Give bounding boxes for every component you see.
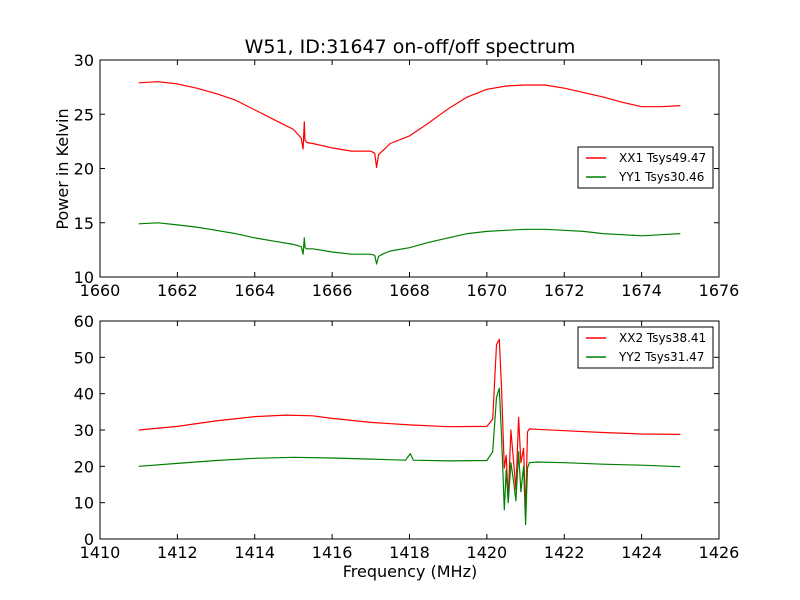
x-tick-label: 1410 [80, 543, 121, 562]
y-tick-label: 50 [74, 348, 94, 367]
x-tick-label: 1670 [467, 281, 508, 300]
legend-entry: XX1 Tsys49.47 [619, 151, 706, 165]
chart-title: W51, ID:31647 on-off/off spectrum [245, 36, 576, 58]
y-tick-label: 15 [74, 214, 94, 233]
legend-plot1: XX1 Tsys49.47 YY1 Tsys30.46 [577, 146, 714, 189]
x-tick-label: 1416 [312, 543, 353, 562]
x-tick-label: 1676 [699, 281, 740, 300]
legend-box [577, 326, 714, 369]
series-line-yy-plot2 [138, 387, 681, 526]
x-axis-label: Frequency (MHz) [343, 562, 477, 581]
x-tick-label: 1674 [621, 281, 662, 300]
legend-entry: YY2 Tsys31.47 [618, 350, 704, 364]
x-tick-label: 1672 [544, 281, 585, 300]
y-tick-label: 0 [84, 530, 94, 549]
x-tick-label: 1666 [312, 281, 353, 300]
y-tick-label: 10 [74, 268, 94, 287]
series-line-xx-plot1 [138, 81, 681, 168]
x-tick-label: 1422 [544, 543, 585, 562]
series-line-xx-plot2 [138, 338, 681, 515]
x-tick-label: 1414 [234, 543, 275, 562]
y-tick-label: 20 [74, 457, 94, 476]
y-axis-label: Power in Kelvin [53, 108, 72, 229]
x-tick-label: 1426 [699, 543, 740, 562]
series-line-yy-plot1 [138, 222, 681, 265]
y-tick-label: 20 [74, 160, 94, 179]
bottom-plot: 1410 1412 1414 1416 1418 1420 1422 1424 1426 0 10 2… [74, 312, 740, 562]
legend-plot2: XX2 Tsys38.41 YY2 Tsys31.47 [577, 326, 714, 369]
x-tick-label: 1424 [621, 543, 662, 562]
legend-box [577, 146, 714, 189]
y-tick-label: 25 [74, 105, 94, 124]
x-tick-label: 1660 [80, 281, 121, 300]
x-tick-label: 1418 [389, 543, 430, 562]
x-tick-label: 1664 [234, 281, 275, 300]
y-tick-label: 60 [74, 312, 94, 331]
x-tick-label: 1420 [467, 543, 508, 562]
x-tick-label: 1662 [157, 281, 198, 300]
x-tick-label: 1412 [157, 543, 198, 562]
x-tick-label: 1668 [389, 281, 430, 300]
legend-entry: YY1 Tsys30.46 [618, 170, 704, 184]
y-tick-label: 40 [74, 385, 94, 404]
y-tick-label: 30 [74, 51, 94, 70]
top-plot: 1660 1662 1664 1666 1668 1670 1672 1674 1676 10 15… [74, 51, 740, 300]
legend-entry: XX2 Tsys38.41 [619, 331, 706, 345]
y-tick-label: 10 [74, 494, 94, 513]
y-tick-label: 30 [74, 421, 94, 440]
